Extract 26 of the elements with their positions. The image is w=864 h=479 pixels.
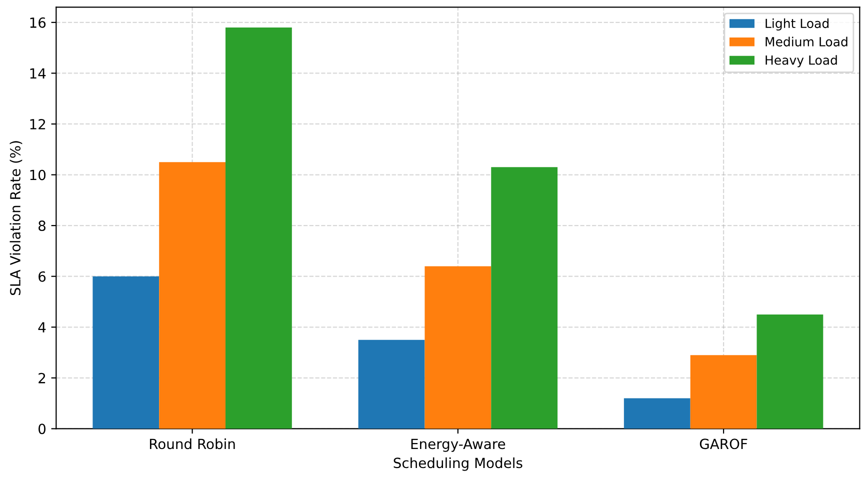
y-tick-label: 14 bbox=[30, 68, 46, 78]
y-tick-label: 2 bbox=[38, 372, 46, 384]
x-tick-label: Round Robin bbox=[150, 438, 235, 450]
y-tick-label: 4 bbox=[38, 322, 46, 332]
bar bbox=[424, 266, 492, 429]
y-axis-title: SLA Violation Rate (%) bbox=[10, 141, 22, 296]
bar bbox=[624, 398, 690, 429]
bar bbox=[756, 314, 824, 429]
y-tick-label: 16 bbox=[30, 17, 46, 28]
bar bbox=[491, 167, 558, 429]
y-tick-label: 8 bbox=[38, 220, 46, 232]
legend-label: Medium Load bbox=[766, 36, 848, 46]
y-tick-label: 6 bbox=[38, 271, 46, 282]
legend-label: Light Load bbox=[766, 18, 829, 31]
y-tick-label: 12 bbox=[30, 118, 46, 130]
bar bbox=[92, 276, 160, 429]
bar bbox=[159, 162, 226, 429]
x-tick-label: Energy-Aware bbox=[411, 438, 506, 452]
bar bbox=[358, 340, 425, 429]
y-tick-label: 10 bbox=[30, 170, 46, 180]
legend-label: Heavy Load bbox=[766, 55, 837, 68]
x-axis-title: Scheduling Models bbox=[394, 457, 522, 471]
x-tick-label: GAROF bbox=[700, 438, 748, 450]
bar bbox=[690, 355, 757, 429]
y-tick-label: 0 bbox=[38, 424, 46, 434]
bar bbox=[225, 28, 292, 429]
